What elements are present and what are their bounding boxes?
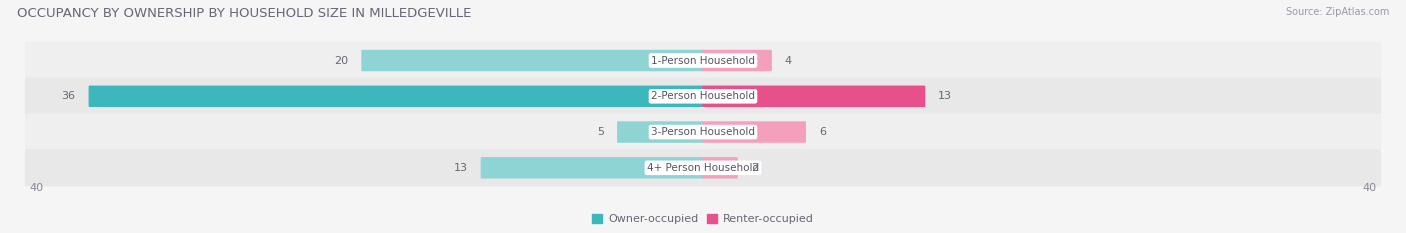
- FancyBboxPatch shape: [361, 50, 703, 71]
- Text: OCCUPANCY BY OWNERSHIP BY HOUSEHOLD SIZE IN MILLEDGEVILLE: OCCUPANCY BY OWNERSHIP BY HOUSEHOLD SIZE…: [17, 7, 471, 20]
- Text: 13: 13: [454, 163, 468, 173]
- FancyBboxPatch shape: [25, 149, 1381, 186]
- Text: 40: 40: [30, 183, 44, 193]
- FancyBboxPatch shape: [703, 50, 772, 71]
- Text: 13: 13: [938, 91, 952, 101]
- Text: 4: 4: [785, 55, 792, 65]
- Text: Source: ZipAtlas.com: Source: ZipAtlas.com: [1285, 7, 1389, 17]
- FancyBboxPatch shape: [617, 121, 703, 143]
- Text: 36: 36: [62, 91, 76, 101]
- FancyBboxPatch shape: [89, 86, 703, 107]
- FancyBboxPatch shape: [481, 157, 703, 178]
- Text: 2-Person Household: 2-Person Household: [651, 91, 755, 101]
- Text: 20: 20: [335, 55, 349, 65]
- FancyBboxPatch shape: [25, 78, 1381, 115]
- FancyBboxPatch shape: [25, 42, 1381, 79]
- Text: 4+ Person Household: 4+ Person Household: [647, 163, 759, 173]
- Text: 1-Person Household: 1-Person Household: [651, 55, 755, 65]
- FancyBboxPatch shape: [703, 121, 806, 143]
- Text: 2: 2: [751, 163, 758, 173]
- Legend: Owner-occupied, Renter-occupied: Owner-occupied, Renter-occupied: [588, 209, 818, 229]
- Text: 3-Person Household: 3-Person Household: [651, 127, 755, 137]
- Text: 6: 6: [818, 127, 825, 137]
- FancyBboxPatch shape: [703, 157, 738, 178]
- FancyBboxPatch shape: [25, 113, 1381, 151]
- Text: 5: 5: [598, 127, 605, 137]
- FancyBboxPatch shape: [703, 86, 925, 107]
- Text: 40: 40: [1362, 183, 1376, 193]
